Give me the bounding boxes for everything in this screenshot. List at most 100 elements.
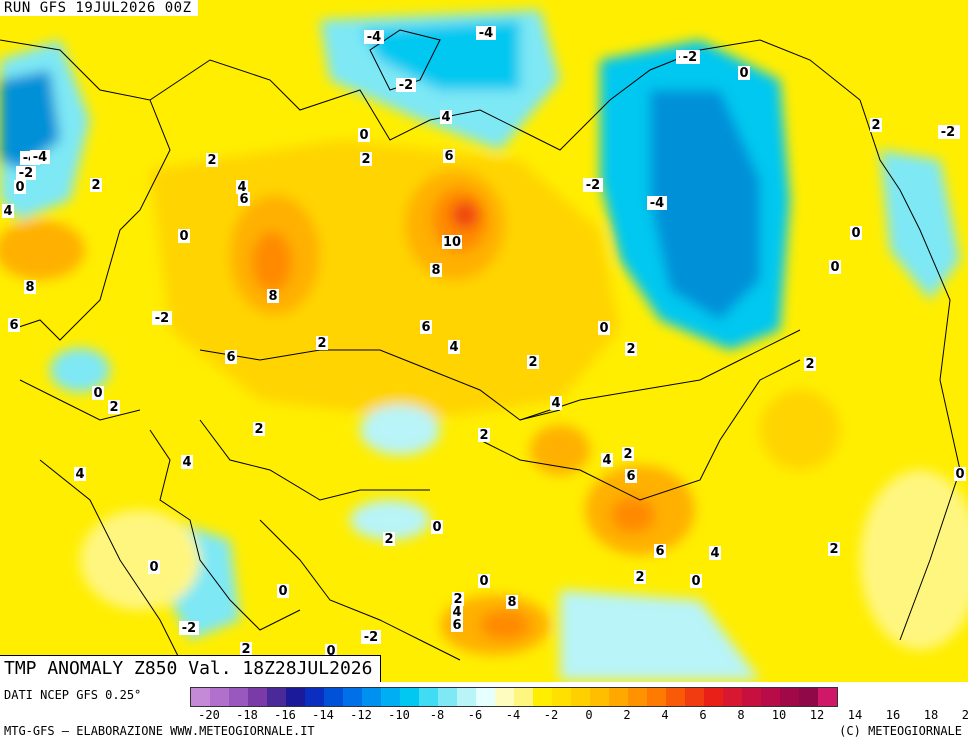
contour-label-bg xyxy=(448,340,460,354)
contour-label: -2 xyxy=(155,311,169,326)
legend-tick-label: -18 xyxy=(236,708,258,722)
contour-label-bg xyxy=(179,621,199,635)
contour-label-bg xyxy=(583,178,603,192)
geographic-outlines xyxy=(0,29,961,661)
legend-swatch xyxy=(552,688,571,706)
legend-tick-label: 14 xyxy=(847,708,863,722)
border-kazakh-south xyxy=(199,419,430,501)
contour-label: 0 xyxy=(955,467,964,482)
contour-label-bg xyxy=(206,153,218,167)
contour-label: -4 xyxy=(33,150,47,165)
warm-spot-east xyxy=(760,390,840,470)
legend-tick-label: 20 xyxy=(961,708,968,722)
contour-label: 6 xyxy=(239,192,248,207)
contour-label: 8 xyxy=(507,595,516,610)
contour-label: 8 xyxy=(268,289,277,304)
contour-label-bg xyxy=(316,336,328,350)
coastline-east xyxy=(859,99,961,641)
contour-label: 6 xyxy=(226,350,235,365)
coastline-novaya xyxy=(369,29,441,91)
data-source-text: DATI NCEP GFS 0.25° xyxy=(4,688,142,702)
contour-label-bg xyxy=(443,149,455,163)
contour-label-bg xyxy=(550,396,562,410)
warm-spot-tibet-core xyxy=(480,610,530,640)
legend-swatch xyxy=(419,688,438,706)
contour-label: 10 xyxy=(443,235,461,250)
contour-label: -2 xyxy=(182,621,196,636)
legend-swatch xyxy=(343,688,362,706)
contour-label-bg xyxy=(478,428,490,442)
cold-area-east xyxy=(880,150,960,300)
coastline-caspian xyxy=(149,429,301,631)
contour-label-bg xyxy=(148,560,160,574)
contour-label-bg xyxy=(829,260,841,274)
warm-spot-urals-core xyxy=(252,232,292,292)
color-legend-ticks: -20 -18 -16 -14 -12 -10 -8 -6 -4 -2 0 2 4 6 8 10 12 14 16 1… xyxy=(190,708,968,724)
contour-label: 2 xyxy=(805,357,814,372)
border-arabia xyxy=(39,459,181,661)
contour-label-bg xyxy=(527,355,539,369)
warm-spot-europe xyxy=(0,220,85,280)
legend-tick-label: 18 xyxy=(923,708,939,722)
contour-label-bg xyxy=(30,150,50,164)
contour-label: 0 xyxy=(739,66,748,81)
contour-label: 2 xyxy=(623,447,632,462)
contour-label: 6 xyxy=(444,149,453,164)
contour-label-bg xyxy=(8,318,20,332)
contour-label-bg xyxy=(152,311,172,325)
legend-swatch xyxy=(685,688,704,706)
border-russia-kazakh xyxy=(199,349,561,421)
contour-label-bg xyxy=(238,192,250,206)
contour-labels: -4-4-20-24026224610-4-2088642-2602242426… xyxy=(2,26,966,659)
legend-swatch xyxy=(666,688,685,706)
legend-swatch xyxy=(191,688,210,706)
cool-blob-central-asia xyxy=(360,405,440,455)
contour-label: 0 xyxy=(691,574,700,589)
contour-label-bg xyxy=(108,400,120,414)
contour-label-bg xyxy=(360,152,372,166)
contour-label-bg xyxy=(622,447,634,461)
legend-swatch xyxy=(514,688,533,706)
contour-label: 4 xyxy=(75,467,84,482)
contour-label-bg xyxy=(178,229,190,243)
contour-label: 4 xyxy=(710,546,719,561)
border-china-mongolia xyxy=(479,359,801,501)
legend-swatch xyxy=(438,688,457,706)
contour-label-bg xyxy=(225,350,237,364)
contour-label-bg xyxy=(383,532,395,546)
contour-label: 2 xyxy=(871,118,880,133)
contour-label-bg xyxy=(240,642,252,656)
contour-label-bg xyxy=(804,357,816,371)
contour-label-bg xyxy=(625,469,637,483)
contour-label: 0 xyxy=(93,386,102,401)
legend-tick-label: 12 xyxy=(809,708,825,722)
contour-label: 6 xyxy=(626,469,635,484)
contour-label: 0 xyxy=(830,260,839,275)
legend-tick-label: 2 xyxy=(623,708,631,722)
contour-label: 4 xyxy=(3,204,12,219)
cool-blob-tibet xyxy=(350,500,430,540)
contour-label: 6 xyxy=(9,318,18,333)
legend-swatch xyxy=(248,688,267,706)
contour-label: 0 xyxy=(15,180,24,195)
contour-label: 0 xyxy=(359,128,368,143)
legend-swatch xyxy=(362,688,381,706)
legend-tick-label: -6 xyxy=(467,708,483,722)
contour-label: 0 xyxy=(851,226,860,241)
legend-tick-label: -12 xyxy=(350,708,372,722)
legend-swatch xyxy=(647,688,666,706)
legend-swatch xyxy=(609,688,628,706)
contour-label: 0 xyxy=(326,644,335,659)
legend-tick-label: -10 xyxy=(388,708,410,722)
contour-label: 2 xyxy=(479,428,488,443)
color-legend-bar xyxy=(190,687,838,707)
contour-label-bg xyxy=(601,453,613,467)
contour-label-bg xyxy=(738,66,750,80)
contour-label-bg xyxy=(358,128,370,142)
legend-swatch xyxy=(495,688,514,706)
contour-label: 0 xyxy=(179,229,188,244)
contour-label-bg xyxy=(680,50,700,64)
contour-label-bg xyxy=(236,180,248,194)
legend-swatch xyxy=(818,688,837,706)
legend-tick-label: 0 xyxy=(585,708,593,722)
